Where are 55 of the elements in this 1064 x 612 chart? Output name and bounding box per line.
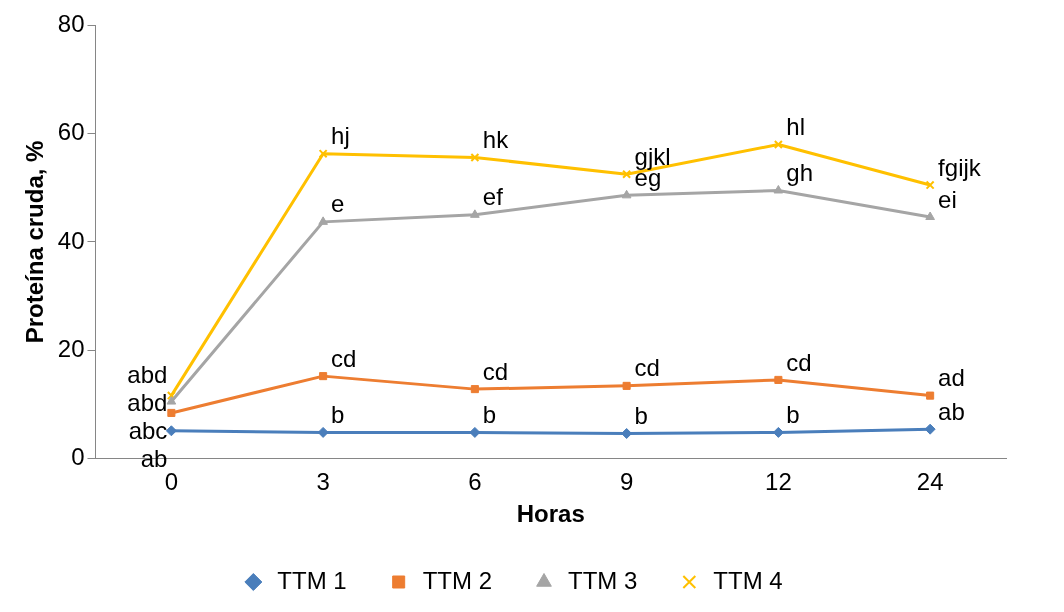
legend-label: TTM 4 <box>713 566 783 594</box>
point <box>319 372 328 381</box>
point <box>470 209 480 218</box>
annotation: hj <box>331 122 350 150</box>
annotation: ab <box>938 397 965 425</box>
point <box>774 375 783 384</box>
annotation: b <box>786 401 800 429</box>
y-tick-label: 20 <box>57 334 85 362</box>
legend-label: TTM 1 <box>277 566 347 594</box>
point <box>470 152 480 162</box>
point <box>621 189 632 199</box>
legend-label: TTM 2 <box>422 566 492 594</box>
x-tick-label: 24 <box>916 468 944 496</box>
y-axis-title: Proteína cruda, % <box>21 140 49 344</box>
annotation: cd <box>482 357 509 385</box>
point <box>773 184 784 194</box>
y-tick-label: 0 <box>71 443 85 471</box>
point <box>167 408 176 417</box>
annotation: cd <box>331 344 357 372</box>
annotation: cd <box>786 348 812 376</box>
annotation: abd <box>127 361 168 389</box>
annotation: b <box>482 401 497 429</box>
x-tick-label: 12 <box>765 468 792 496</box>
annotation: abc <box>128 417 168 445</box>
annotation: cd <box>634 354 660 382</box>
annotation: fgijk <box>938 153 982 181</box>
annotation: e <box>331 190 345 218</box>
y-tick-label: 60 <box>57 118 85 146</box>
annotation: b <box>331 401 345 429</box>
point <box>470 385 479 394</box>
annotation: hk <box>482 126 510 154</box>
legend-label: TTM 3 <box>568 566 638 594</box>
annotation: b <box>634 402 648 430</box>
y-tick-label: 80 <box>57 10 85 38</box>
point <box>166 396 177 405</box>
point <box>926 391 935 400</box>
point <box>318 149 328 159</box>
annotation: ef <box>482 183 504 211</box>
point <box>622 169 632 179</box>
point <box>925 211 935 220</box>
point <box>166 391 176 401</box>
annotation: ei <box>938 185 957 213</box>
x-tick-label: 9 <box>619 468 634 496</box>
x-tick-label: 3 <box>316 468 330 496</box>
annotation: abd <box>127 389 168 417</box>
point <box>318 216 328 225</box>
annotation: hl <box>786 113 806 141</box>
point <box>622 381 631 390</box>
x-tick-label: 6 <box>468 468 482 496</box>
annotation: gh <box>786 159 814 187</box>
point <box>773 139 783 150</box>
x-axis-title: Horas <box>516 500 585 528</box>
point <box>925 180 935 190</box>
y-tick-label: 40 <box>57 226 85 254</box>
annotation: ad <box>938 364 965 392</box>
